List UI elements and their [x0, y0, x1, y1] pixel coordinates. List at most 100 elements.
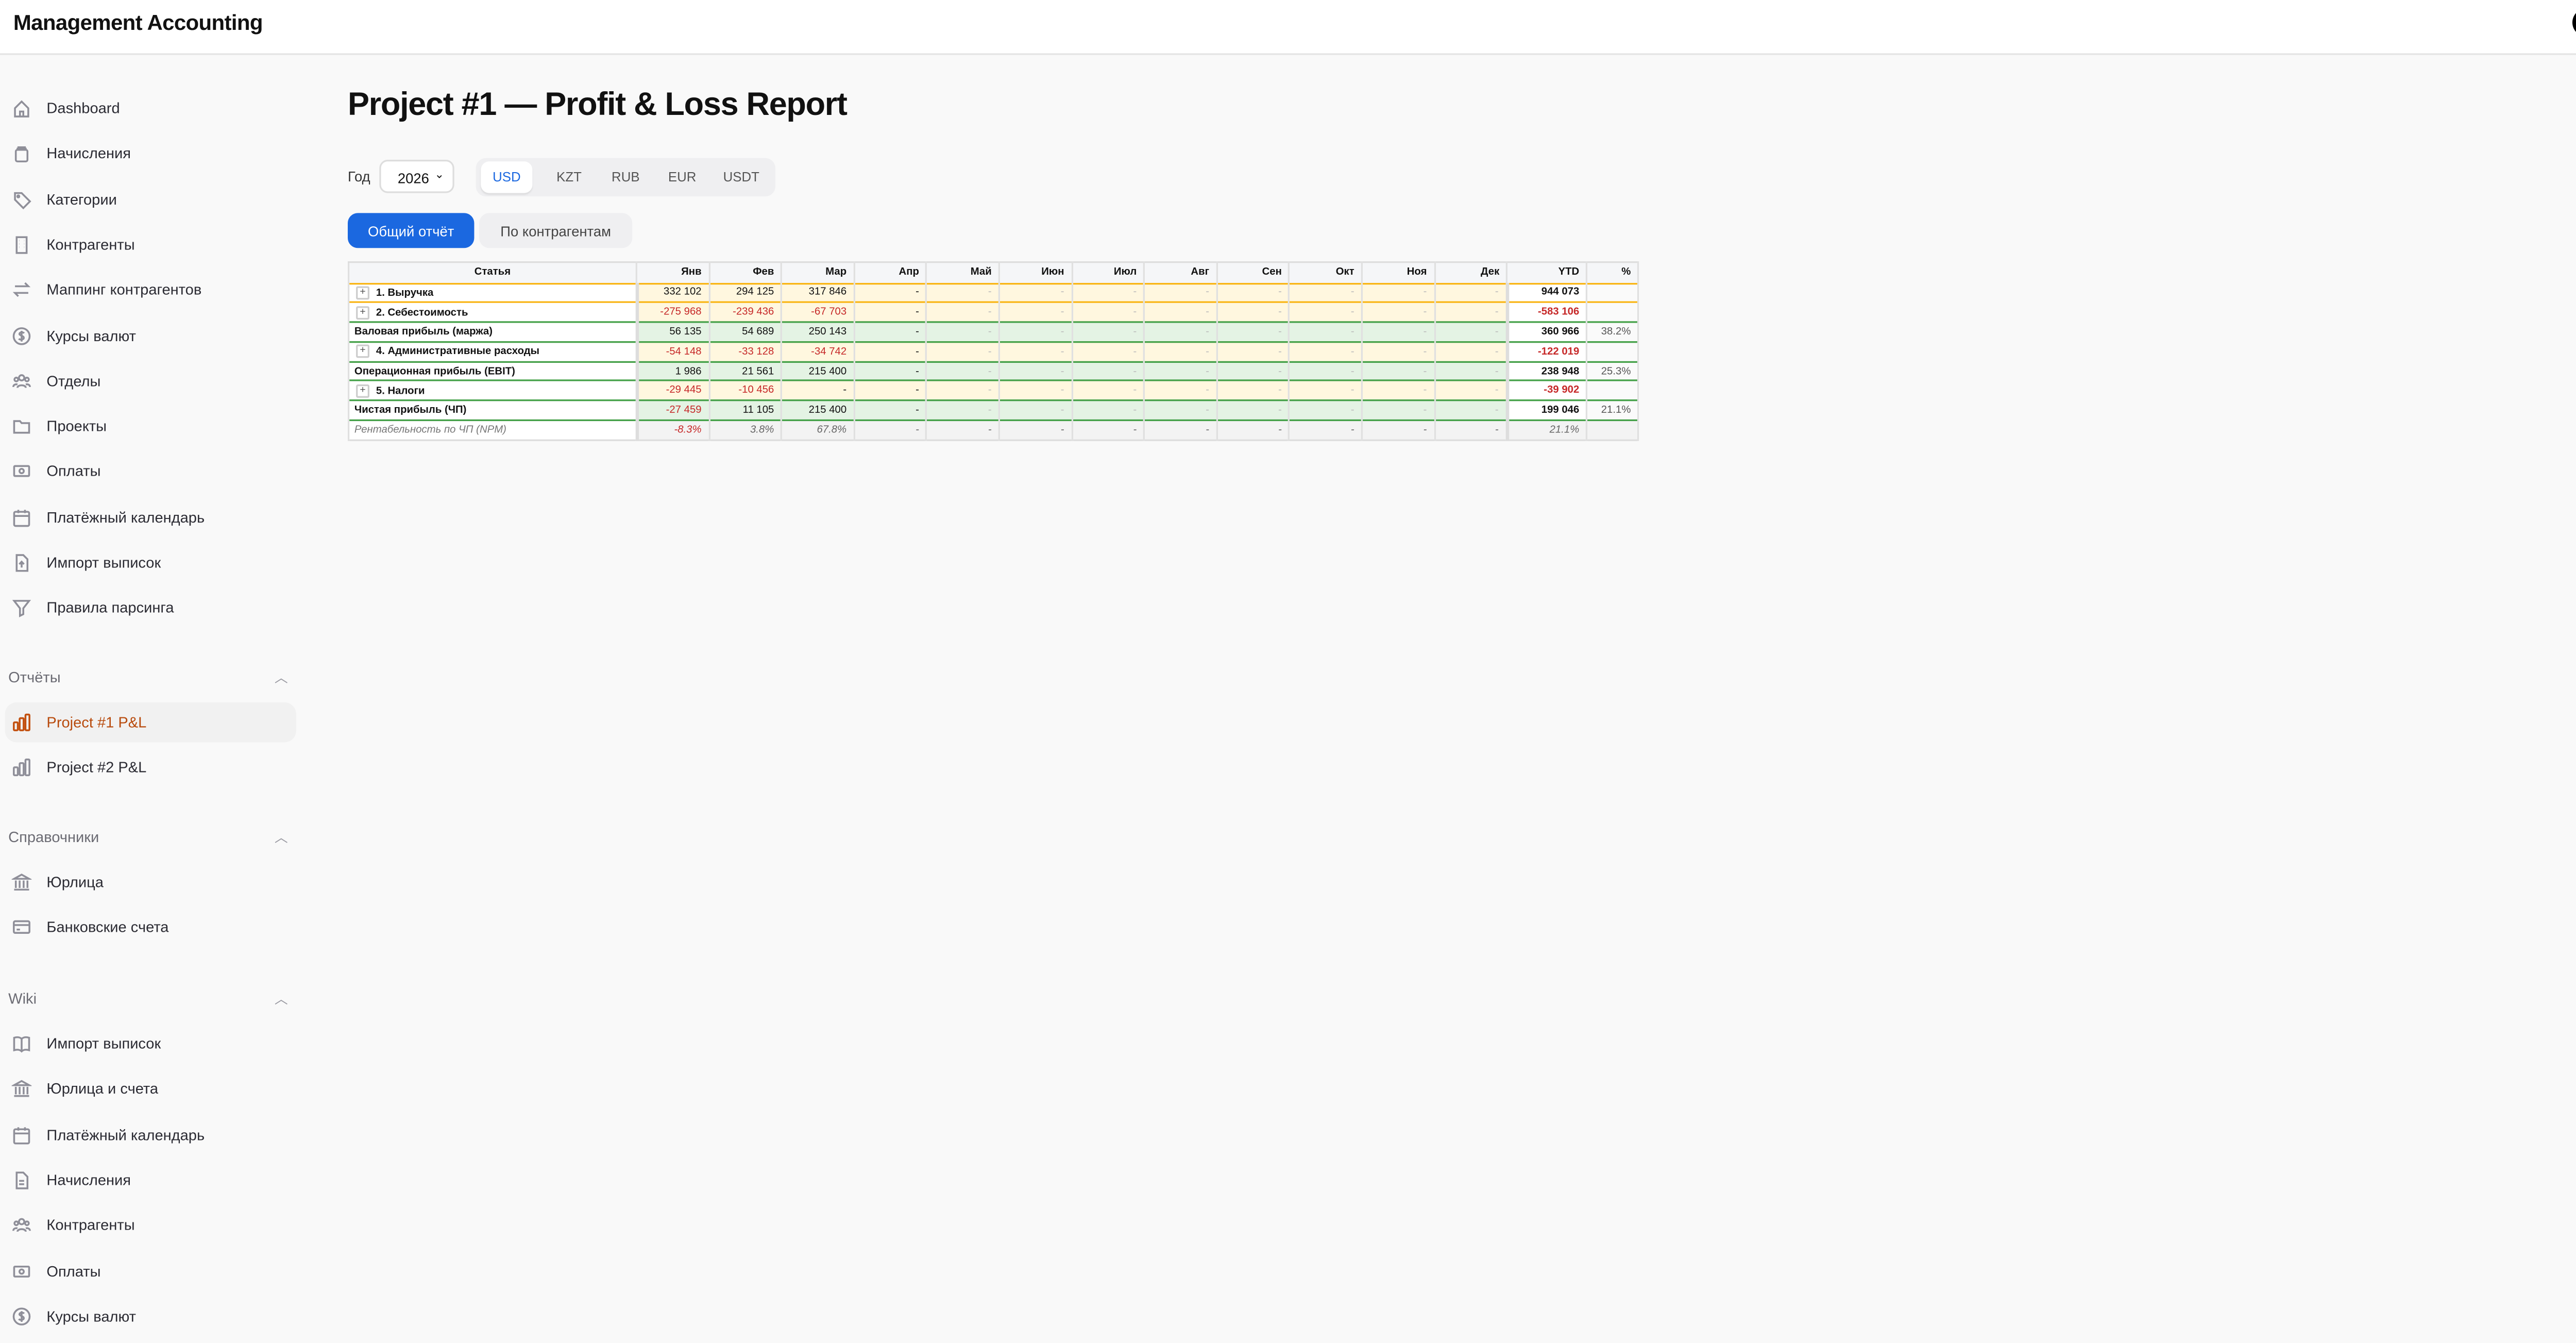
sidebar-item-1[interactable]: Начисления: [5, 133, 296, 174]
year-value: 2026: [397, 170, 429, 187]
month-cell: -: [1071, 419, 1145, 440]
percent-cell: [1586, 419, 1639, 440]
sidebar-item-s2-3[interactable]: Начисления: [5, 1160, 296, 1200]
month-cell: -: [1433, 301, 1508, 323]
sidebar-item-s1-1[interactable]: Банковские счета: [5, 908, 296, 948]
month-cell: -: [1288, 321, 1363, 342]
currency-option-rub[interactable]: RUB: [612, 170, 640, 185]
sidebar-item-s2-2[interactable]: Платёжный календарь: [5, 1115, 296, 1155]
sidebar-item-s2-4[interactable]: Контрагенты: [5, 1205, 296, 1246]
month-cell: -: [1433, 400, 1508, 421]
sidebar-item-s2-5[interactable]: Оплаты: [5, 1251, 296, 1291]
sidebar-item-s0-0[interactable]: Project #1 P&L: [5, 702, 296, 743]
currency-option-usd[interactable]: USD: [481, 161, 533, 193]
column-header: Июл: [1071, 261, 1145, 283]
month-cell: -: [925, 301, 1000, 323]
month-cell: -: [998, 282, 1073, 303]
sidebar-section-header[interactable]: Отчёты ︿: [8, 669, 288, 685]
sidebar-item-5[interactable]: Курсы валют: [5, 315, 296, 356]
sidebar-item-s0-1[interactable]: Project #2 P&L: [5, 748, 296, 788]
column-header: Ноя: [1361, 261, 1435, 283]
chevron-up-icon[interactable]: ︿: [274, 992, 288, 1007]
sidebar-item-label: Импорт выписок: [46, 1035, 161, 1052]
by-counterparty-button[interactable]: По контрагентам: [479, 213, 633, 248]
sidebar-item-11[interactable]: Правила парсинга: [5, 588, 296, 628]
column-header: Июн: [998, 261, 1073, 283]
sidebar-item-9[interactable]: Платёжный календарь: [5, 497, 296, 538]
month-cell: -29 445: [635, 380, 710, 401]
sidebar-item-label: Банковские счета: [46, 919, 169, 936]
month-cell: -: [1143, 419, 1218, 440]
row-label-cell: +2. Себестоимость: [347, 301, 638, 323]
chevron-down-icon: ⌄: [434, 170, 445, 182]
month-cell: -: [1216, 419, 1291, 440]
sidebar-item-s2-0[interactable]: Импорт выписок: [5, 1023, 296, 1064]
month-cell: -: [853, 400, 928, 421]
expand-plus-icon[interactable]: +: [356, 286, 369, 299]
month-cell: -: [1216, 321, 1291, 342]
month-cell: -: [1071, 380, 1145, 401]
month-cell: -8.3%: [635, 419, 710, 440]
sidebar-section-header[interactable]: Wiki ︿: [8, 991, 288, 1007]
column-header: Статья: [347, 261, 637, 283]
table-row: +5. Налоги -29 445 -10 456- - - - - - - - - - -39 90…: [347, 380, 1639, 401]
table-row: +1. Выручка 332 102 294 125 317 846- - - - - - - -…: [347, 282, 1639, 303]
month-cell: -: [1361, 400, 1435, 421]
sidebar-item-4[interactable]: Маппинг контрагентов: [5, 270, 296, 310]
expand-plus-icon[interactable]: +: [356, 345, 369, 359]
sidebar-item-6[interactable]: Отделы: [5, 361, 296, 401]
sidebar-item-3[interactable]: Контрагенты: [5, 225, 296, 265]
expand-plus-icon[interactable]: +: [356, 306, 369, 320]
sidebar-item-8[interactable]: Оплаты: [5, 451, 296, 492]
row-label: 2. Себестоимость: [376, 307, 468, 319]
bank-icon: [11, 1080, 32, 1098]
year-select[interactable]: 2026 ⌄: [379, 160, 454, 193]
general-report-button[interactable]: Общий отчёт: [347, 213, 474, 248]
table-row: Валовая прибыль (маржа) 56 135 54 689 250 1…: [347, 321, 1639, 342]
month-cell: -: [1288, 380, 1363, 401]
home-icon: [14, 100, 29, 117]
month-cell: -: [1071, 400, 1145, 421]
column-header: Мар: [781, 261, 855, 283]
month-cell: -: [1143, 400, 1218, 421]
month-cell: -: [853, 419, 928, 440]
column-header: Фев: [708, 261, 783, 283]
month-cell: -54 148: [635, 341, 710, 362]
sidebar-item-s2-1[interactable]: Юрлица и счета: [5, 1069, 296, 1109]
month-cell: -: [1143, 380, 1218, 401]
currency-option-kzt[interactable]: KZT: [556, 170, 582, 185]
month-cell: -: [1288, 400, 1363, 421]
sidebar-item-0[interactable]: Dashboard: [5, 88, 296, 128]
currency-selector: USD KZT RUB EUR USDT: [476, 158, 775, 197]
sidebar-item-label: Импорт выписок: [46, 554, 161, 571]
section-title: Справочники: [8, 829, 99, 846]
avatar[interactable]: A: [2572, 8, 2576, 37]
chevron-up-icon[interactable]: ︿: [274, 830, 288, 846]
sidebar-item-label: Начисления: [46, 145, 131, 162]
sidebar-item-7[interactable]: Проекты: [5, 406, 296, 446]
chevron-up-icon[interactable]: ︿: [274, 670, 288, 686]
expand-plus-icon[interactable]: +: [356, 384, 369, 398]
sidebar-item-s2-6[interactable]: Курсы валют: [5, 1296, 296, 1336]
month-cell: -: [853, 380, 928, 401]
month-cell: 215 400: [781, 360, 855, 381]
percent-cell: [1586, 341, 1639, 362]
month-cell: -: [1216, 301, 1291, 323]
currency-option-usdt[interactable]: USDT: [723, 170, 759, 185]
column-header: Май: [925, 261, 1000, 283]
currency-option-eur[interactable]: EUR: [668, 170, 697, 185]
column-header: Янв: [635, 261, 710, 283]
month-cell: -: [1433, 341, 1508, 362]
sidebar-item-10[interactable]: Импорт выписок: [5, 543, 296, 583]
month-cell: -: [998, 419, 1073, 440]
sidebar-item-2[interactable]: Категории: [5, 179, 296, 219]
sidebar-section-header[interactable]: Справочники ︿: [8, 829, 288, 845]
month-cell: -: [853, 341, 928, 362]
month-cell: -: [925, 360, 1000, 381]
calendar-icon: [13, 1127, 30, 1144]
ytd-cell: 21.1%: [1505, 419, 1588, 440]
month-cell: -: [1361, 360, 1435, 381]
row-label-cell: +4. Административные расходы: [347, 341, 638, 362]
month-cell: -: [1216, 380, 1291, 401]
sidebar-item-s1-0[interactable]: Юрлица: [5, 862, 296, 902]
